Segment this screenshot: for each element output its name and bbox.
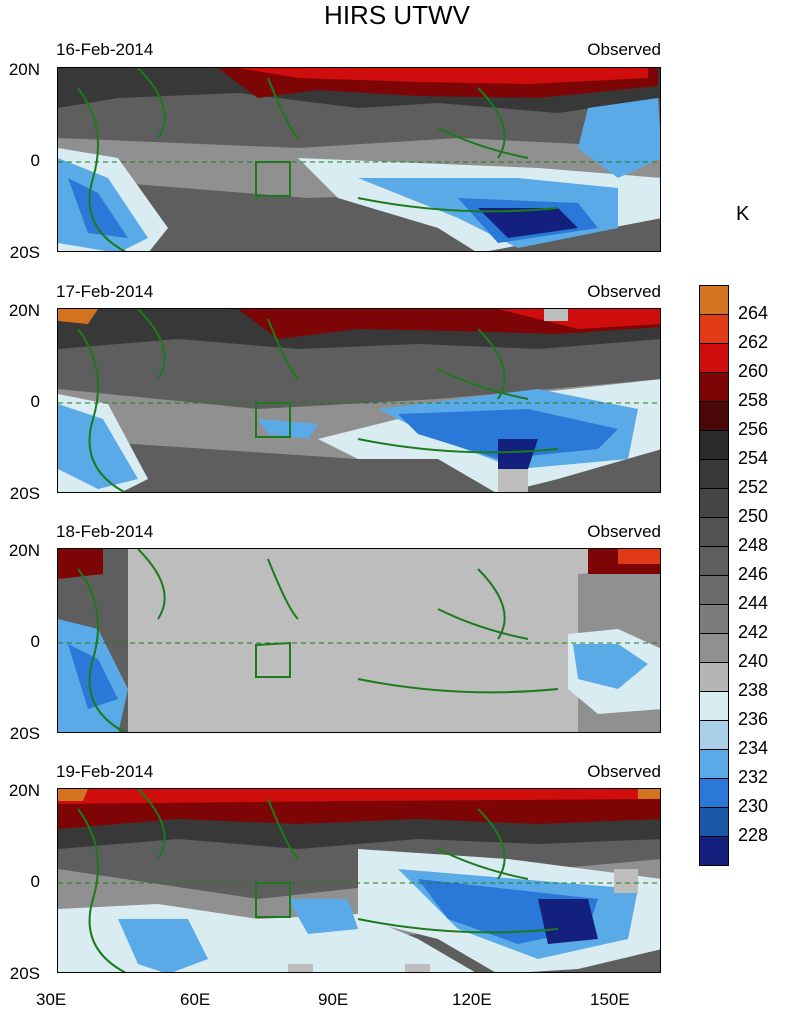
panel-3-lat-0: 0: [30, 632, 40, 651]
colorbar-swatch: [699, 314, 729, 344]
lon-label-30e: 30E: [36, 990, 67, 1009]
colorbar-tick-label: 250: [738, 506, 769, 526]
panel-4-date: 19-Feb-2014: [56, 762, 154, 781]
lon-label-120e: 120E: [452, 990, 492, 1009]
colorbar-tick-label: 228: [738, 825, 769, 845]
colorbar-tick-label: 252: [738, 477, 769, 497]
colorbar-swatch: [699, 720, 729, 750]
colorbar-swatch: [699, 807, 729, 837]
colorbar-tick-label: 262: [738, 332, 769, 352]
colorbar-tick-label: 230: [738, 796, 769, 816]
colorbar-swatch: [699, 285, 729, 315]
colorbar-tick-label: 244: [738, 593, 769, 613]
colorbar-swatch: [699, 430, 729, 460]
colorbar-swatch: [699, 633, 729, 663]
colorbar-swatch: [699, 372, 729, 402]
colorbar-swatch: [699, 575, 729, 605]
colorbar-tick-label: 260: [738, 361, 769, 381]
colorbar-tick-label: 258: [738, 390, 769, 410]
colorbar-swatch: [699, 343, 729, 373]
panel-1-lat-20n: 20N: [8, 60, 40, 79]
panel-3-tag: Observed: [587, 522, 661, 541]
map-panel-2: [57, 308, 661, 493]
colorbar-unit: K: [736, 203, 750, 225]
panel-2-date: 17-Feb-2014: [56, 282, 154, 301]
colorbar-swatch: [699, 459, 729, 489]
lon-label-60e: 60E: [180, 990, 211, 1009]
colorbar-swatch: [699, 778, 729, 808]
map-panel-4: [57, 788, 661, 973]
panel-1-tag: Observed: [587, 40, 661, 59]
colorbar-swatch: [699, 604, 729, 634]
colorbar-tick-label: 254: [738, 448, 769, 468]
colorbar-tick-label: 242: [738, 622, 769, 642]
colorbar-tick-label: 264: [738, 303, 769, 323]
colorbar-swatch: [699, 546, 729, 576]
panel-3-lat-20n: 20N: [8, 541, 40, 560]
panel-4-lat-20s: 20S: [9, 964, 40, 983]
colorbar-tick-label: 256: [738, 419, 769, 439]
lon-label-90e: 90E: [318, 990, 349, 1009]
panel-1-lat-20s: 20S: [9, 243, 40, 262]
panel-4-lat-0: 0: [30, 872, 40, 891]
colorbar-swatch: [699, 488, 729, 518]
colorbar-swatch: [699, 517, 729, 547]
colorbar-tick-label: 238: [738, 680, 769, 700]
panel-4-tag: Observed: [587, 762, 661, 781]
panel-2-lat-0: 0: [30, 392, 40, 411]
panel-2-tag: Observed: [587, 282, 661, 301]
colorbar-swatch: [699, 691, 729, 721]
panel-3-date: 18-Feb-2014: [56, 522, 154, 541]
colorbar-tick-label: 232: [738, 767, 769, 787]
colorbar-swatch: [699, 401, 729, 431]
colorbar: [699, 285, 729, 866]
panel-3-lat-20s: 20S: [9, 724, 40, 743]
panel-1-lat-0: 0: [30, 151, 40, 170]
map-panel-1: [57, 67, 661, 252]
colorbar-tick-label: 240: [738, 651, 769, 671]
panel-2-lat-20s: 20S: [9, 484, 40, 503]
colorbar-tick-label: 236: [738, 709, 769, 729]
map-panel-3: [57, 548, 661, 733]
panel-1-date: 16-Feb-2014: [56, 40, 154, 59]
panel-2-lat-20n: 20N: [8, 301, 40, 320]
colorbar-tick-label: 248: [738, 535, 769, 555]
colorbar-tick-label: 246: [738, 564, 769, 584]
figure-title: HIRS UTWV: [324, 0, 470, 30]
colorbar-swatch: [699, 836, 729, 866]
colorbar-swatch: [699, 749, 729, 779]
panel-4-lat-20n: 20N: [8, 781, 40, 800]
colorbar-swatch: [699, 662, 729, 692]
lon-label-150e: 150E: [590, 990, 630, 1009]
colorbar-tick-label: 234: [738, 738, 769, 758]
